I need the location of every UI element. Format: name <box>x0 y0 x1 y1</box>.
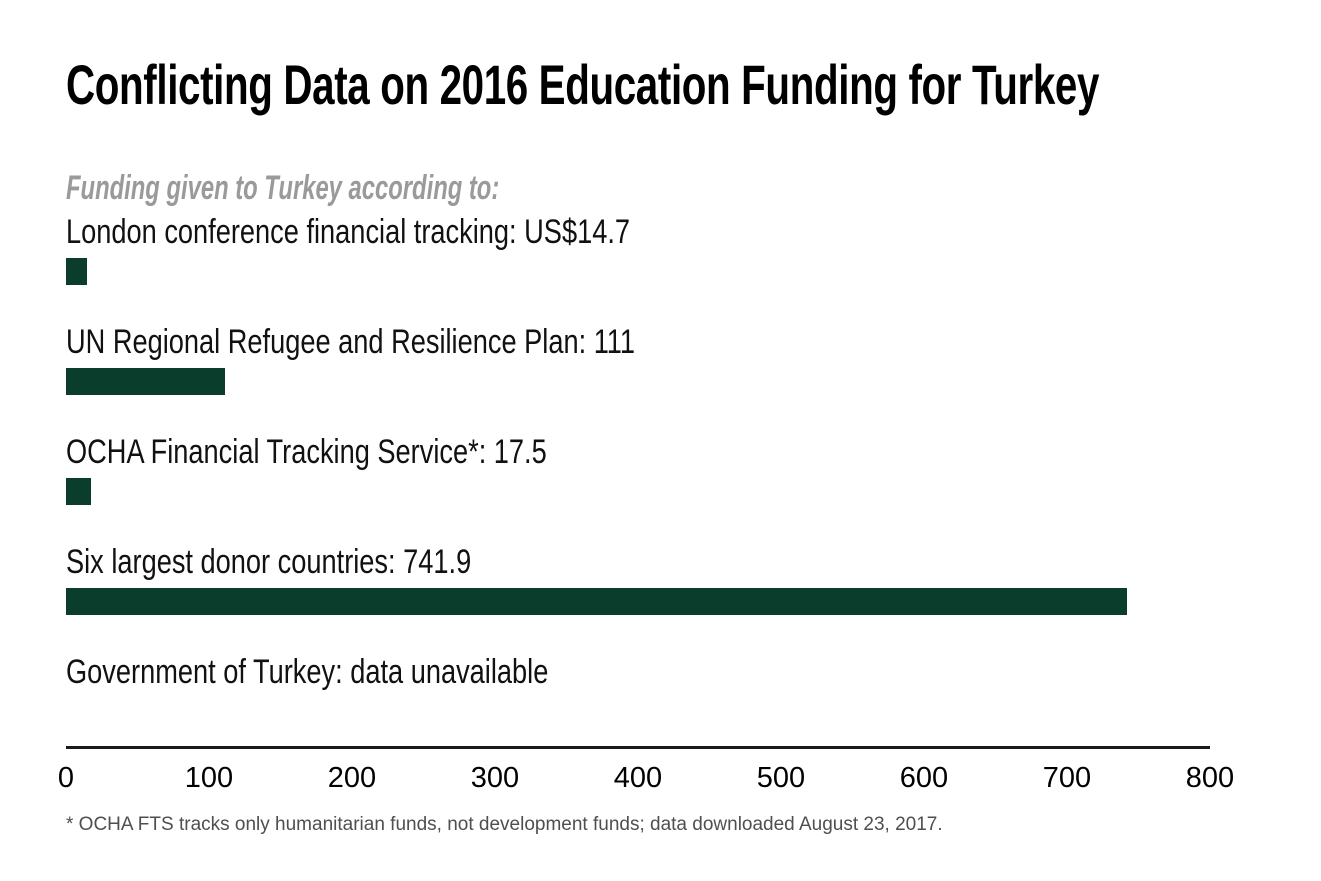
axis-tick-label: 600 <box>899 762 949 794</box>
axis-tick-label: 100 <box>184 762 234 794</box>
axis-tick-label: 200 <box>327 762 377 794</box>
bar-label: Government of Turkey: data unavailable <box>66 653 549 691</box>
bar-label: Six largest donor countries: 741.9 <box>66 543 472 581</box>
axis-tick-label: 500 <box>756 762 806 794</box>
page-title: Conflicting Data on 2016 Education Fundi… <box>66 57 1321 113</box>
bar-label: OCHA Financial Tracking Service*: 17.5 <box>66 433 547 471</box>
page-title-text: Conflicting Data on 2016 Education Fundi… <box>66 53 1100 116</box>
chart-subtitle-text: Funding given to Turkey according to: <box>66 169 500 207</box>
axis-tick-label: 300 <box>470 762 520 794</box>
x-axis-line <box>66 746 1210 749</box>
bar-label: UN Regional Refugee and Resilience Plan:… <box>66 323 636 361</box>
x-axis-ticks: 0 100 200 300 400 500 600 700 800 <box>58 760 1234 796</box>
chart-row: OCHA Financial Tracking Service*: 17.5 <box>66 435 1210 545</box>
chart-row: UN Regional Refugee and Resilience Plan:… <box>66 325 1210 435</box>
bar <box>66 368 225 395</box>
footnote: * OCHA FTS tracks only humanitarian fund… <box>66 814 943 835</box>
axis-tick-label: 800 <box>1185 762 1235 794</box>
bar-label: London conference financial tracking: US… <box>66 213 631 251</box>
axis-tick-label: 400 <box>613 762 663 794</box>
bar <box>66 478 92 505</box>
chart-row: London conference financial tracking: US… <box>66 215 1210 325</box>
bar <box>66 588 1127 615</box>
chart-subtitle: Funding given to Turkey according to: <box>66 169 685 207</box>
bar <box>66 258 88 285</box>
axis-tick-label: 700 <box>1042 762 1092 794</box>
chart-row: Six largest donor countries: 741.9 <box>66 545 1210 655</box>
bar-rows: London conference financial tracking: US… <box>66 215 1210 765</box>
axis-tick-label: 0 <box>57 762 75 794</box>
chart-row: Government of Turkey: data unavailable <box>66 655 1210 765</box>
